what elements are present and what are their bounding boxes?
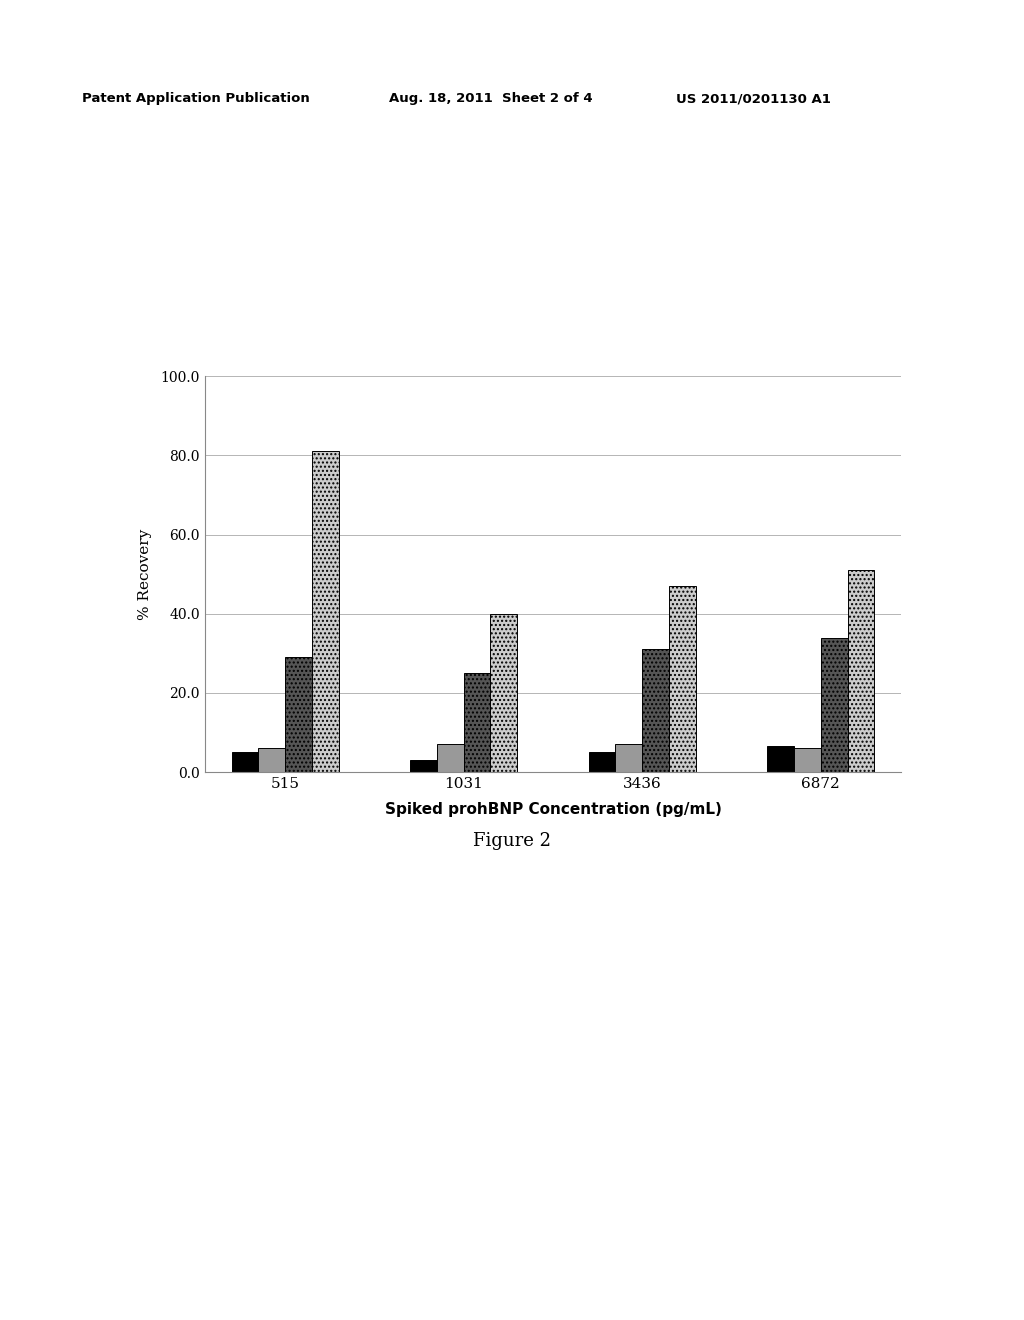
Bar	[589, 752, 615, 772]
Bar	[231, 752, 258, 772]
Bar	[464, 673, 490, 772]
Text: Aug. 18, 2011  Sheet 2 of 4: Aug. 18, 2011 Sheet 2 of 4	[389, 92, 593, 106]
Text: Patent Application Publication: Patent Application Publication	[82, 92, 309, 106]
Bar	[437, 744, 464, 772]
Bar	[258, 748, 285, 772]
Bar	[821, 638, 848, 772]
Text: Figure 2: Figure 2	[473, 832, 551, 850]
X-axis label: Spiked prohBNP Concentration (pg/mL): Spiked prohBNP Concentration (pg/mL)	[385, 803, 721, 817]
Y-axis label: % Recovery: % Recovery	[138, 528, 153, 620]
Bar	[794, 748, 821, 772]
Bar	[490, 614, 517, 772]
Bar	[642, 649, 669, 772]
Bar	[411, 759, 437, 772]
Bar	[285, 657, 312, 772]
Bar	[848, 570, 874, 772]
Bar	[615, 744, 642, 772]
Text: US 2011/0201130 A1: US 2011/0201130 A1	[676, 92, 830, 106]
Bar	[312, 451, 339, 772]
Bar	[669, 586, 695, 772]
Bar	[767, 747, 794, 772]
